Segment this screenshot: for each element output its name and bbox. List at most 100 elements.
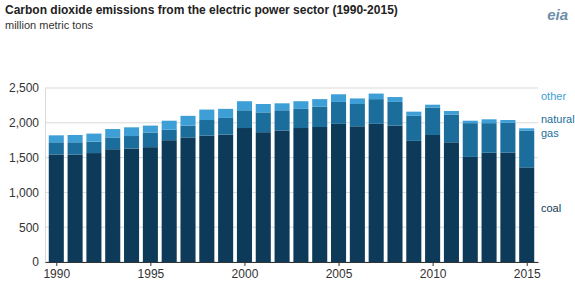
- legend-label: coal: [541, 202, 561, 214]
- x-tick: 2000: [232, 262, 259, 281]
- bar: [105, 149, 120, 262]
- bar: [519, 128, 534, 130]
- bar: [406, 112, 421, 116]
- bar: [331, 124, 346, 262]
- bars: [49, 94, 534, 262]
- bar: [237, 101, 252, 110]
- y-tick-label: 0: [32, 255, 39, 269]
- legend-label: naturalgas: [541, 113, 575, 139]
- bar: [500, 120, 515, 123]
- bar: [463, 157, 478, 262]
- bar: [331, 94, 346, 102]
- legend-label: other: [541, 90, 566, 102]
- legend-label-line: gas: [541, 127, 559, 139]
- plot: 0 500 1,000 1,500 2,000 2,500 1990 1995 2000 2005…: [9, 81, 541, 280]
- legend-label-line: other: [541, 90, 566, 102]
- bar: [406, 141, 421, 262]
- grid-line: [45, 88, 538, 89]
- bar: [124, 149, 139, 262]
- bar: [143, 126, 158, 133]
- bar: [180, 126, 195, 138]
- bar: [350, 98, 365, 104]
- bar: [425, 107, 440, 134]
- bar: [500, 123, 515, 153]
- bar: [350, 104, 365, 126]
- bar: [369, 124, 384, 262]
- x-tick-label: 1995: [138, 267, 165, 281]
- y-tick: 1,000: [9, 186, 45, 200]
- bar: [68, 142, 83, 154]
- bar: [237, 110, 252, 128]
- y-tick-label: 1,500: [9, 151, 39, 165]
- bar: [482, 153, 497, 262]
- y-tick: 500: [19, 221, 45, 235]
- bar: [237, 128, 252, 262]
- bar: [444, 111, 459, 114]
- bar: [256, 104, 271, 112]
- bar: [369, 94, 384, 100]
- x-tick-mark: [244, 262, 245, 266]
- bar: [293, 128, 308, 262]
- bar: [519, 167, 534, 262]
- bar: [143, 133, 158, 148]
- bar: [312, 127, 327, 262]
- bar: [482, 119, 497, 123]
- bar: [293, 101, 308, 109]
- bar: [312, 99, 327, 107]
- x-tick-label: 2000: [232, 267, 259, 281]
- bar: [425, 135, 440, 262]
- bar: [143, 147, 158, 262]
- series-0: [49, 124, 534, 262]
- grid: [45, 88, 538, 262]
- bar: [218, 109, 233, 118]
- bar: [218, 135, 233, 262]
- bar: [406, 116, 421, 141]
- y-tick-label: 2,500: [9, 81, 39, 95]
- y-tick: 2,000: [9, 116, 45, 130]
- bar: [49, 142, 64, 154]
- bar: [49, 135, 64, 142]
- x-tick-label: 2010: [420, 267, 447, 281]
- bar: [105, 129, 120, 137]
- bar: [218, 118, 233, 135]
- bar: [312, 107, 327, 127]
- bar: [444, 114, 459, 142]
- bar: [387, 97, 402, 102]
- bar: [256, 112, 271, 132]
- bar: [463, 121, 478, 123]
- logo: eia: [547, 6, 568, 23]
- bar: [68, 154, 83, 262]
- bar: [86, 134, 101, 142]
- bar: [68, 135, 83, 142]
- bar: [199, 120, 214, 136]
- x-tick-mark: [339, 262, 340, 266]
- bar: [124, 136, 139, 149]
- bar: [331, 102, 346, 124]
- x-tick: 2005: [326, 262, 353, 281]
- bar: [162, 140, 177, 262]
- bar: [387, 102, 402, 126]
- series-2: [49, 94, 534, 143]
- bar: [519, 131, 534, 168]
- bar: [369, 99, 384, 124]
- bar: [199, 110, 214, 120]
- y-tick: 1,500: [9, 151, 45, 165]
- bar: [124, 127, 139, 136]
- bar: [180, 137, 195, 262]
- bar: [256, 132, 271, 262]
- x-tick: 2010: [420, 262, 447, 281]
- x-tick-label: 2005: [326, 267, 353, 281]
- y-axis-line: [45, 89, 46, 263]
- x-tick: 1990: [43, 262, 70, 281]
- bar: [162, 130, 177, 140]
- bar: [444, 142, 459, 262]
- bar: [49, 154, 64, 262]
- x-axis-line: [46, 262, 539, 263]
- bar: [463, 123, 478, 157]
- bar: [350, 126, 365, 262]
- bar: [293, 109, 308, 128]
- y-tick-label: 1,000: [9, 186, 39, 200]
- bar: [275, 110, 290, 130]
- bar: [275, 103, 290, 110]
- y-tick: 2,500: [9, 81, 45, 95]
